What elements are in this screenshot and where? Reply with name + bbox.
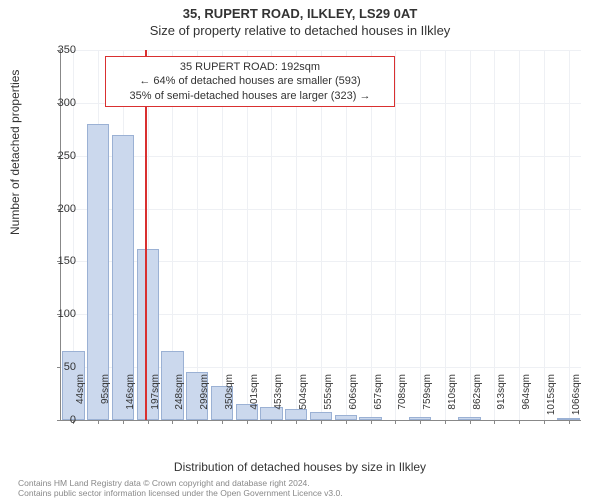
- footer-attribution: Contains HM Land Registry data © Crown c…: [18, 478, 343, 498]
- xtick-mark: [371, 420, 372, 424]
- histogram-bar: [310, 412, 332, 420]
- xtick-mark: [346, 420, 347, 424]
- xtick-mark: [494, 420, 495, 424]
- ytick-label: 150: [46, 255, 76, 267]
- ytick-label: 0: [46, 414, 76, 426]
- histogram-bar: [285, 409, 307, 420]
- xtick-label: 555sqm: [323, 374, 334, 410]
- xtick-mark: [519, 420, 520, 424]
- xtick-label: 1015sqm: [546, 374, 557, 415]
- gridline-v: [420, 50, 421, 420]
- footer-line-1: Contains HM Land Registry data © Crown c…: [18, 478, 343, 488]
- xtick-mark: [247, 420, 248, 424]
- xtick-label: 299sqm: [199, 374, 210, 410]
- xtick-label: 657sqm: [373, 374, 384, 410]
- xtick-label: 95sqm: [100, 374, 111, 404]
- gridline-v: [569, 50, 570, 420]
- chart-title-main: 35, RUPERT ROAD, ILKLEY, LS29 0AT: [0, 0, 600, 21]
- xtick-label: 248sqm: [174, 374, 185, 410]
- histogram-bar: [359, 417, 381, 420]
- xtick-label: 504sqm: [298, 374, 309, 410]
- xtick-label: 146sqm: [125, 374, 136, 410]
- gridline-v: [494, 50, 495, 420]
- y-axis-label: Number of detached properties: [8, 70, 22, 235]
- xtick-label: 759sqm: [422, 374, 433, 410]
- annotation-line: ← 64% of detached houses are smaller (59…: [114, 74, 386, 88]
- histogram-bar: [409, 417, 431, 420]
- xtick-label: 1066sqm: [571, 374, 582, 415]
- xtick-mark: [445, 420, 446, 424]
- xtick-label: 350sqm: [224, 374, 235, 410]
- chart-title-sub: Size of property relative to detached ho…: [0, 21, 600, 38]
- annotation-line: 35 RUPERT ROAD: 192sqm: [114, 60, 386, 74]
- gridline-v: [445, 50, 446, 420]
- xtick-label: 708sqm: [397, 374, 408, 410]
- xtick-mark: [569, 420, 570, 424]
- xtick-mark: [321, 420, 322, 424]
- ytick-label: 350: [46, 44, 76, 56]
- xtick-mark: [222, 420, 223, 424]
- xtick-label: 913sqm: [496, 374, 507, 410]
- histogram-bar: [335, 415, 357, 420]
- xtick-mark: [271, 420, 272, 424]
- ytick-label: 200: [46, 203, 76, 215]
- annotation-box: 35 RUPERT ROAD: 192sqm← 64% of detached …: [105, 56, 395, 107]
- xtick-mark: [544, 420, 545, 424]
- xtick-mark: [420, 420, 421, 424]
- xtick-label: 401sqm: [249, 374, 260, 410]
- xtick-mark: [197, 420, 198, 424]
- xtick-mark: [395, 420, 396, 424]
- ytick-label: 100: [46, 308, 76, 320]
- xtick-label: 453sqm: [273, 374, 284, 410]
- xtick-label: 606sqm: [348, 374, 359, 410]
- xtick-label: 44sqm: [75, 374, 86, 404]
- gridline-v: [395, 50, 396, 420]
- xtick-mark: [296, 420, 297, 424]
- footer-line-2: Contains public sector information licen…: [18, 488, 343, 498]
- histogram-bar: [557, 418, 579, 420]
- histogram-bar: [458, 417, 480, 420]
- xtick-label: 862sqm: [472, 374, 483, 410]
- gridline-v: [470, 50, 471, 420]
- gridline-v: [519, 50, 520, 420]
- ytick-label: 300: [46, 97, 76, 109]
- annotation-line: 35% of semi-detached houses are larger (…: [114, 89, 386, 103]
- xtick-mark: [98, 420, 99, 424]
- xtick-mark: [123, 420, 124, 424]
- xtick-mark: [470, 420, 471, 424]
- chart-plot-area: 35 RUPERT ROAD: 192sqm← 64% of detached …: [60, 50, 581, 421]
- ytick-label: 50: [46, 361, 76, 373]
- xtick-mark: [172, 420, 173, 424]
- xtick-label: 810sqm: [447, 374, 458, 410]
- ytick-label: 250: [46, 150, 76, 162]
- xtick-label: 964sqm: [521, 374, 532, 410]
- gridline-v: [544, 50, 545, 420]
- xtick-mark: [148, 420, 149, 424]
- xtick-label: 197sqm: [150, 374, 161, 410]
- x-axis-label: Distribution of detached houses by size …: [0, 460, 600, 474]
